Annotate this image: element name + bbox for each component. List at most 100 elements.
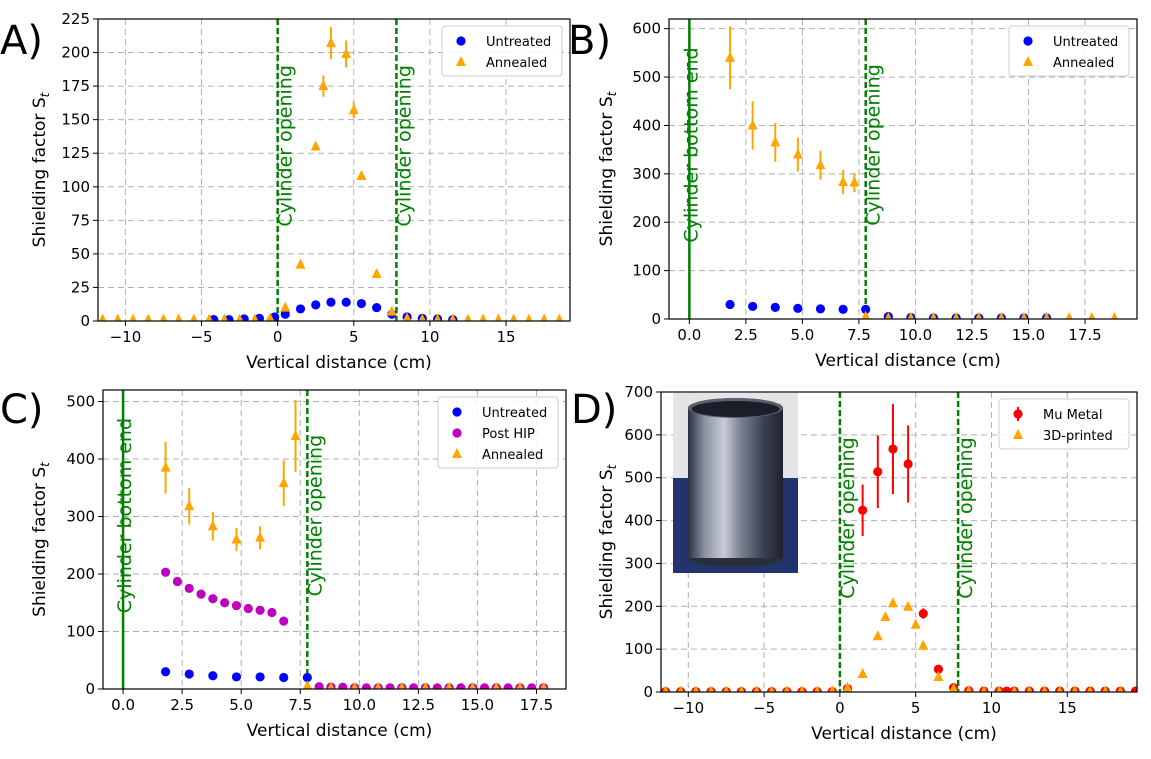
data-point bbox=[341, 297, 351, 307]
x-axis-label: Vertical distance (cm) bbox=[811, 724, 997, 744]
data-point bbox=[479, 313, 487, 321]
data-point bbox=[302, 672, 312, 683]
data-point bbox=[949, 683, 959, 692]
data-point bbox=[251, 313, 259, 321]
data-point bbox=[172, 576, 183, 587]
data-point bbox=[433, 313, 442, 321]
data-point bbox=[160, 667, 171, 677]
data-point bbox=[540, 313, 548, 321]
data-point bbox=[418, 313, 426, 321]
data-point bbox=[783, 685, 791, 692]
data-layer bbox=[661, 404, 1137, 692]
data-point bbox=[184, 583, 194, 593]
legend-box bbox=[1008, 25, 1130, 77]
legend: Untreated Annealed bbox=[1008, 25, 1130, 77]
data-point bbox=[255, 672, 265, 682]
y-tick-label: 400 bbox=[632, 116, 661, 134]
data-point bbox=[525, 313, 533, 321]
x-tick-label: 15 bbox=[497, 328, 516, 346]
vline-label: Cylinder opening bbox=[275, 65, 297, 227]
data-point bbox=[707, 685, 715, 692]
data-point bbox=[1043, 312, 1051, 319]
data-point bbox=[302, 680, 312, 689]
data-point bbox=[997, 312, 1005, 319]
panel-label: B) bbox=[568, 18, 611, 64]
data-point bbox=[295, 304, 306, 314]
data-point bbox=[930, 312, 938, 319]
data-point bbox=[98, 313, 107, 321]
axes-frame bbox=[660, 391, 1138, 693]
data-point bbox=[160, 461, 171, 472]
data-point bbox=[372, 302, 382, 313]
x-tick-label: 15.0 bbox=[1012, 326, 1045, 344]
data-point bbox=[748, 301, 758, 312]
y-tick-label: 200 bbox=[624, 597, 653, 615]
data-point bbox=[918, 608, 928, 619]
data-point bbox=[220, 598, 230, 608]
data-point bbox=[175, 313, 183, 321]
x-tick-label: 0 bbox=[273, 328, 283, 346]
y-tick-label: 200 bbox=[61, 44, 90, 62]
data-point bbox=[888, 444, 898, 454]
data-point bbox=[255, 605, 265, 615]
y-tick-label: 175 bbox=[61, 77, 90, 95]
data-point bbox=[770, 302, 780, 312]
data-point bbox=[341, 47, 352, 58]
x-tick-label: −10 bbox=[110, 328, 142, 346]
data-point bbox=[1088, 312, 1096, 319]
data-point bbox=[290, 430, 301, 440]
vline-label: Cylinder bottom end bbox=[680, 47, 702, 242]
data-point bbox=[385, 683, 395, 689]
y-axis-label: Shielding factor St bbox=[597, 90, 619, 246]
data-point bbox=[1101, 685, 1109, 692]
panel-c: Cylinder bottom end Cylinder opening 0.0 2.… bbox=[0, 387, 567, 741]
y-axis-label: Shielding factor St bbox=[30, 461, 52, 617]
data-point bbox=[910, 618, 921, 629]
data-point bbox=[464, 313, 472, 321]
x-tick-label: 12.5 bbox=[402, 696, 435, 714]
data-point bbox=[267, 607, 277, 618]
data-point bbox=[1086, 685, 1094, 692]
y-tick-label: 100 bbox=[66, 623, 95, 641]
legend: Mu Metal 3D-printed bbox=[998, 398, 1130, 450]
data-point bbox=[432, 683, 442, 689]
y-tick-label: 100 bbox=[624, 640, 653, 658]
y-tick-label: 150 bbox=[61, 111, 90, 129]
data-point bbox=[861, 310, 870, 319]
y-tick-label: 400 bbox=[624, 512, 653, 530]
legend-box bbox=[441, 25, 563, 77]
data-point bbox=[494, 313, 503, 321]
y-tick-label: 700 bbox=[624, 383, 653, 401]
x-axis-label: Vertical distance (cm) bbox=[815, 351, 1001, 371]
data-point bbox=[351, 681, 359, 689]
data-point bbox=[184, 669, 194, 679]
legend-label: Mu Metal bbox=[1043, 408, 1102, 423]
data-point bbox=[456, 683, 466, 689]
y-tick-label: 125 bbox=[61, 144, 90, 162]
y-tick-label: 225 bbox=[61, 10, 90, 28]
data-point bbox=[1026, 685, 1033, 692]
legend-label: Annealed bbox=[1053, 56, 1114, 71]
data-point bbox=[770, 136, 781, 147]
legend-marker bbox=[452, 428, 462, 438]
legend-box bbox=[437, 396, 559, 469]
data-point bbox=[903, 600, 914, 611]
data-point bbox=[129, 313, 137, 321]
data-point bbox=[677, 685, 684, 692]
data-point bbox=[1020, 312, 1028, 319]
data-point bbox=[231, 672, 242, 682]
data-point bbox=[159, 313, 168, 321]
data-point bbox=[386, 305, 397, 316]
data-point bbox=[1010, 685, 1018, 692]
data-point bbox=[310, 140, 321, 151]
x-tick-label: −5 bbox=[753, 699, 775, 717]
data-point bbox=[326, 297, 336, 307]
series-annealed bbox=[98, 27, 564, 321]
panel-b: Cylinder bottom end Cylinder opening 0.0 2.… bbox=[568, 18, 1138, 371]
vline-label: Cylinder opening bbox=[955, 437, 977, 599]
data-point bbox=[509, 313, 518, 321]
series-annealed bbox=[160, 399, 548, 689]
x-tick-label: 0 bbox=[835, 699, 845, 717]
data-point bbox=[243, 603, 253, 614]
vline-label: Cylinder opening bbox=[393, 65, 415, 227]
